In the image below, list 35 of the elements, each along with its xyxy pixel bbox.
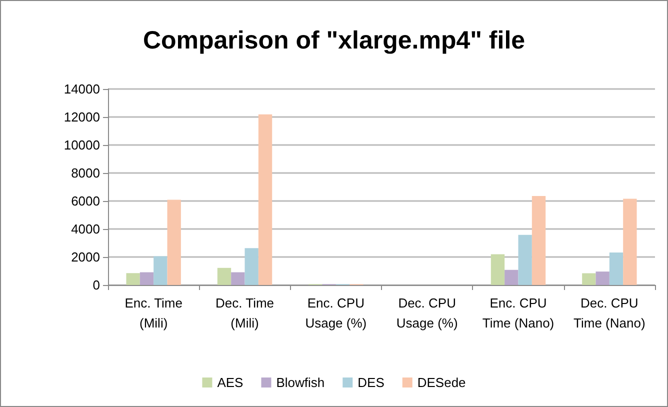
- x-tick-label: Enc. CPU Usage (%): [305, 296, 367, 330]
- bar: [126, 273, 140, 285]
- bar: [532, 196, 546, 285]
- x-tick-label: Enc. CPU Time (Nano): [482, 296, 554, 330]
- y-tick-label: 10000: [64, 138, 100, 152]
- y-tick-label: 4000: [71, 222, 100, 236]
- legend-label: DES: [358, 375, 385, 390]
- bar: [140, 272, 154, 285]
- bar: [609, 252, 624, 285]
- legend-label: Blowfish: [276, 375, 325, 390]
- bar: [258, 114, 272, 285]
- x-tick-label: Dec. CPU Usage (%): [396, 296, 458, 330]
- bar: [596, 272, 610, 285]
- y-tick-label: 0: [92, 278, 100, 292]
- legend-label: AES: [217, 375, 244, 390]
- bar: [167, 200, 181, 285]
- bar: [518, 234, 532, 285]
- y-tick-label: 2000: [71, 250, 100, 264]
- bar: [154, 256, 168, 285]
- y-tick-label: 6000: [71, 194, 100, 208]
- y-tick-label: 14000: [64, 82, 100, 96]
- bar: [217, 268, 232, 285]
- x-tick-label: Enc. Time (Mili): [124, 296, 182, 330]
- bar: [582, 273, 596, 285]
- x-tick-label: Dec. Time (Mili): [215, 296, 274, 330]
- legend-label: DESede: [417, 375, 466, 390]
- y-tick-label: 12000: [64, 110, 100, 124]
- y-tick-label: 8000: [71, 166, 100, 180]
- bar: [490, 254, 505, 285]
- x-tick-label: Dec. CPU Time (Nano): [574, 296, 646, 330]
- bar: [231, 272, 245, 285]
- bar: [244, 248, 258, 285]
- chart-title: Comparison of "xlarge.mp4" file: [142, 26, 526, 54]
- bar: [504, 270, 518, 285]
- bar: [623, 198, 637, 285]
